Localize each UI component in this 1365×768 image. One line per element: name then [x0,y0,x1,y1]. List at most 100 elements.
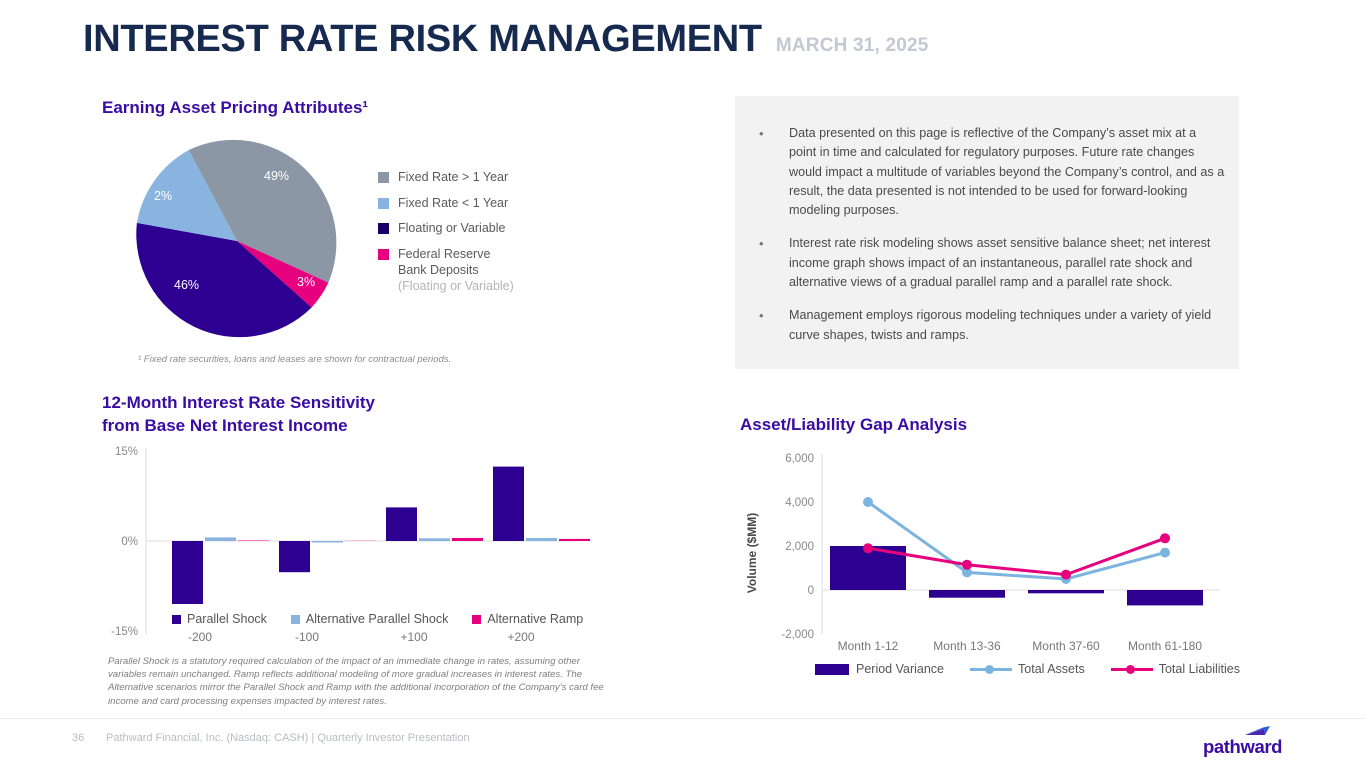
sens-ytick-15: 15% [115,446,138,458]
bar-alt-parallel-pos100 [419,538,450,541]
sens-legend-item-parallel-shock: Parallel Shock [172,612,267,626]
gap-section-heading: Asset/Liability Gap Analysis [740,415,968,434]
legend-label-parallel-shock: Parallel Shock [187,612,267,626]
line-total-liabilities [867,536,1166,577]
gap-svg: Volume ($MM) 6,000 4,000 2,000 0 -2,000 [745,453,1220,653]
asset-liability-gap-chart: Volume ($MM) 6,000 4,000 2,000 0 -2,000 [742,448,1232,658]
legend-label-period-variance: Period Variance [856,662,945,676]
header-date: MARCH 31, 2025 [775,35,929,56]
point-total-liabilities-m1-12 [863,543,873,554]
pie-section-heading: Earning Asset Pricing Attributes¹ [102,98,369,117]
gap-ytick-6000: 6,000 [785,453,814,465]
sensitivity-heading-line2: from Base Net Interest Income [102,415,348,435]
pie-slice-fixed-gt-1yr [188,139,337,283]
bar-period-variance-m13-36 [929,590,1005,598]
pie-legend: Fixed Rate > 1 Year Fixed Rate < 1 Year … [378,169,558,303]
bullet-icon: • [759,308,764,324]
sens-xtick-neg200: -200 [188,630,212,643]
legend-swatch-period-variance [815,663,849,675]
sensitivity-legend: Parallel Shock Alternative Parallel Shoc… [172,612,583,626]
sensitivity-bar-chart: 15% 0% -15% -200 -100 [102,443,602,643]
bullet-icon: • [759,126,764,141]
legend-swatch-lightblue [378,197,389,209]
gap-legend: Period Variance Total Assets Total Liabi… [815,662,1240,676]
gap-xtick-m61-180: Month 61-180 [1128,639,1202,653]
legend-label-total-liabilities: Total Liabilities [1158,662,1241,676]
sens-legend-item-alt-ramp: Alternative Ramp [472,612,583,626]
disclosure-bullet-2: Interest rate risk modeling shows asset … [789,236,1211,290]
pie-slice-fed-reserve [237,241,329,308]
bar-alt-ramp-neg200 [238,540,269,541]
legend-label-fed-reserve-line2: Bank Deposits [398,262,479,277]
disclosure-bullet-3: Management employs rigorous modeling tec… [789,308,1212,342]
sensitivity-svg: 15% 0% -15% -200 -100 [111,446,590,643]
disclosure-bullet-list: • Data presented on this page is reflect… [735,96,1239,345]
gap-ytick-0: 0 [808,585,814,597]
point-total-assets-m61-180 [1160,547,1170,558]
bar-alt-ramp-pos200 [559,538,590,541]
sensitivity-footnote: Parallel Shock is a statutory required c… [108,656,604,707]
sens-ytick-0: 0% [121,536,138,548]
legend-label-fixed-gt-1yr: Fixed Rate > 1 Year [398,170,509,184]
point-total-assets-m13-36 [962,567,972,578]
sens-legend-item-alt-parallel-shock: Alternative Parallel Shock [290,612,449,626]
pathward-logo: pathward [1203,724,1295,758]
bar-period-variance-m37-60 [1028,590,1104,594]
gap-ytick-4000: 4,000 [785,497,814,509]
bar-alt-parallel-neg100 [312,541,343,543]
legend-label-fed-reserve-line1: Federal Reserve [398,246,491,261]
bar-parallel-shock-neg100 [279,541,310,573]
list-item: • Data presented on this page is reflect… [753,124,1225,220]
pie-legend-item-floating-variable: Floating or Variable [378,220,558,236]
legend-label-alt-parallel-shock: Alternative Parallel Shock [305,612,449,626]
legend-swatch-alt-parallel-shock [290,614,300,624]
point-total-assets-m1-12 [863,497,873,507]
legend-marker-total-assets [970,663,1013,675]
legend-swatch-magenta [378,248,389,260]
legend-swatch-gray [378,172,389,183]
footer-divider [0,718,1365,719]
sensitivity-heading-line1: 12-Month Interest Rate Sensitivity [102,393,376,412]
line-total-assets [867,500,1166,581]
pie-legend-item-fixed-lt-1yr: Fixed Rate < 1 Year [378,195,558,211]
pie-legend-item-fed-reserve: Federal Reserve Bank Deposits (Floating … [378,246,558,294]
gap-legend-item-total-liabilities: Total Liabilities [1110,662,1241,676]
pie-slices [136,139,337,338]
slide-header: INTEREST RATE RISK MANAGEMENT MARCH 31, … [83,20,929,58]
page-title: INTEREST RATE RISK MANAGEMENT [83,18,762,60]
bar-alt-parallel-neg200 [205,537,236,541]
sens-xtick-pos100: +100 [400,630,427,643]
gap-xtick-m13-36: Month 13-36 [933,639,1001,653]
bullet-icon: • [759,236,764,252]
bar-alt-parallel-pos200 [526,538,557,541]
sens-ytick-neg15: -15% [111,626,138,638]
point-total-liabilities-m37-60 [1061,569,1071,580]
point-total-liabilities-m61-180 [1160,533,1170,544]
pathward-logo-text: pathward [1203,736,1283,757]
gap-legend-item-period-variance: Period Variance [815,662,944,676]
pie-slice-floating-variable [136,222,312,338]
gap-xtick-m37-60: Month 37-60 [1032,639,1100,653]
legend-label-alt-ramp: Alternative Ramp [487,612,584,626]
page-number: 36 [72,732,85,744]
point-total-liabilities-m13-36 [962,559,972,570]
bar-alt-ramp-pos100 [452,538,483,541]
list-item: • Interest rate risk modeling shows asse… [753,234,1225,292]
legend-label-fixed-lt-1yr: Fixed Rate < 1 Year [398,195,509,210]
legend-swatch-parallel-shock [172,614,181,624]
gap-legend-item-total-assets: Total Assets [970,662,1085,676]
gap-xtick-m1-12: Month 1-12 [838,639,899,653]
footer-caption: Pathward Financial, Inc. (Nasdaq: CASH) … [106,732,470,744]
bar-parallel-shock-neg200 [172,541,203,604]
gap-y-axis-label: Volume ($MM) [745,513,759,593]
gap-ytick-2000: 2,000 [785,541,814,553]
pie-legend-item-fixed-gt-1yr: Fixed Rate > 1 Year [378,169,558,185]
sens-xtick-neg100: -100 [295,630,319,643]
bar-parallel-shock-pos100 [386,507,417,541]
bar-period-variance-m61-180 [1127,590,1203,606]
legend-swatch-alt-ramp [472,614,482,624]
pie-slice-fixed-lt-1yr [136,150,237,241]
legend-label-fed-reserve-line3: (Floating or Variable) [398,278,514,293]
list-item: • Management employs rigorous modeling t… [753,306,1225,345]
